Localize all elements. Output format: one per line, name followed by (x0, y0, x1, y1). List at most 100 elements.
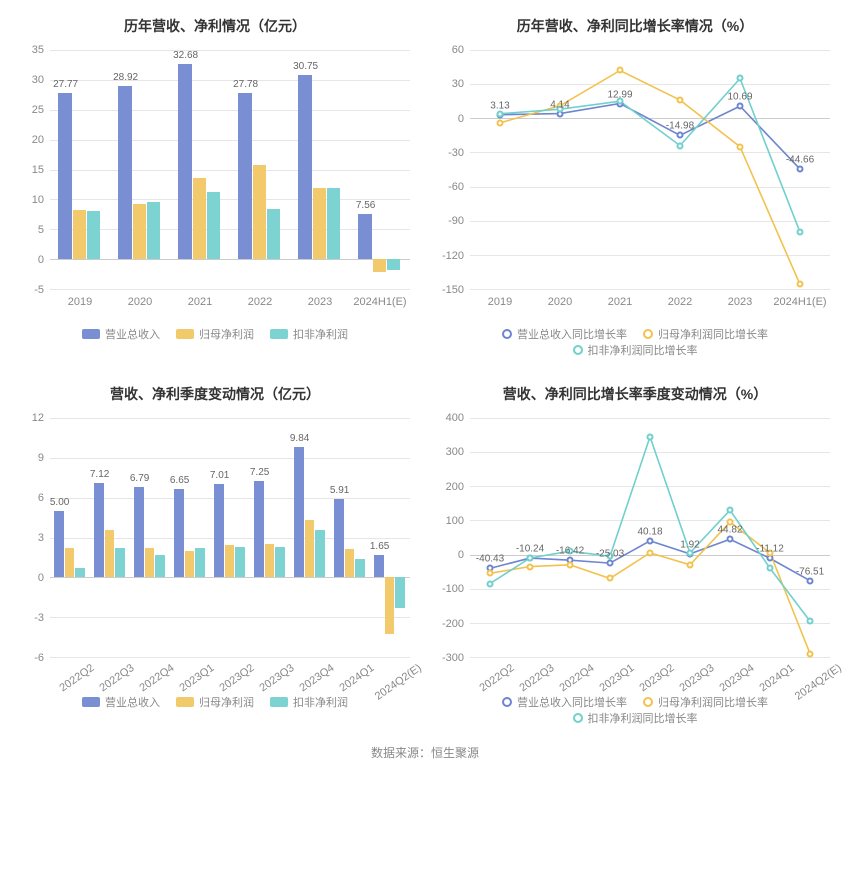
legend-item[interactable]: 扣非净利润 (270, 326, 348, 342)
legend-item[interactable]: 归母净利润 (176, 694, 254, 710)
x-tick: 2022 (668, 296, 692, 308)
y-tick: 12 (10, 412, 44, 424)
series-marker (737, 103, 744, 110)
legend-label: 营业总收入同比增长率 (517, 694, 627, 710)
bar (134, 487, 144, 577)
y-tick: 15 (10, 164, 44, 176)
legend-item[interactable]: 归母净利润同比增长率 (643, 326, 768, 342)
y-tick: -3 (10, 612, 44, 624)
bar (73, 210, 86, 259)
legend-label: 归母净利润同比增长率 (658, 694, 768, 710)
value-label: 3.13 (490, 100, 509, 111)
y-tick: 0 (10, 254, 44, 266)
bar (214, 484, 224, 577)
legend-item[interactable]: 扣非净利润同比增长率 (573, 710, 698, 726)
series-marker (737, 75, 744, 82)
legend-swatch (176, 329, 194, 339)
y-tick: -5 (10, 284, 44, 296)
bar (178, 64, 191, 259)
legend-label: 营业总收入 (105, 326, 160, 342)
x-tick: 2021 (188, 296, 212, 308)
x-tick: 2020 (128, 296, 152, 308)
value-label: 1.92 (680, 540, 699, 551)
value-label: 27.78 (233, 79, 258, 90)
y-tick: -100 (430, 583, 464, 595)
bar (147, 202, 160, 259)
bar (115, 548, 125, 577)
y-tick: 10 (10, 194, 44, 206)
series-marker (767, 565, 774, 572)
bar (87, 211, 100, 259)
value-label: 6.79 (130, 473, 149, 484)
value-label: -11.12 (756, 544, 784, 555)
series-marker (607, 575, 614, 582)
y-tick: -30 (430, 147, 464, 159)
y-tick: 0 (430, 113, 464, 125)
legend-item[interactable]: 扣非净利润 (270, 694, 348, 710)
x-tick: 2020 (548, 296, 572, 308)
legend-item[interactable]: 营业总收入 (82, 326, 160, 342)
bar (374, 555, 384, 577)
bar (58, 93, 71, 259)
legend: 营业总收入归母净利润 扣非净利润 (10, 320, 420, 352)
chart-area: 27.7728.9232.6827.7830.757.5620192020202… (10, 40, 420, 320)
bar (345, 549, 355, 577)
y-tick: 9 (10, 452, 44, 464)
panel-annual-values: 历年营收、净利情况（亿元） 27.7728.9232.6827.7830.757… (10, 10, 420, 368)
series-marker (687, 561, 694, 568)
value-label: 30.75 (293, 61, 318, 72)
value-label: 32.68 (173, 50, 198, 61)
legend-swatch (82, 697, 100, 707)
y-tick: 60 (430, 44, 464, 56)
series-marker (486, 570, 493, 577)
panel-quarter-growth: 营收、净利同比增长率季度变动情况（%） -40.43-10.24-16.42-2… (430, 378, 840, 736)
legend-swatch (502, 329, 512, 339)
value-label: 12.99 (607, 89, 632, 100)
series-marker (797, 166, 804, 173)
x-tick: 2019 (488, 296, 512, 308)
bar (235, 547, 245, 578)
series-marker (807, 577, 814, 584)
bar (373, 259, 386, 272)
legend-item[interactable]: 扣非净利润同比增长率 (573, 342, 698, 358)
bar (105, 530, 115, 578)
legend-item[interactable]: 营业总收入同比增长率 (502, 694, 627, 710)
bar (305, 520, 315, 577)
x-tick: 2024H1(E) (773, 296, 826, 308)
legend-label: 扣非净利润同比增长率 (588, 342, 698, 358)
value-label: 44.82 (717, 525, 742, 536)
value-label: -10.24 (516, 544, 544, 555)
legend-label: 扣非净利润 (293, 326, 348, 342)
bar (327, 188, 340, 259)
x-tick: 2023 (308, 296, 332, 308)
bar (195, 548, 205, 577)
y-tick: 6 (10, 492, 44, 504)
bar (207, 192, 220, 260)
legend-item[interactable]: 归母净利润同比增长率 (643, 694, 768, 710)
series-marker (647, 433, 654, 440)
x-tick: 2024H1(E) (353, 296, 406, 308)
value-label: -44.66 (786, 155, 814, 166)
legend-item[interactable]: 归母净利润 (176, 326, 254, 342)
bar (294, 447, 304, 578)
legend-label: 营业总收入同比增长率 (517, 326, 627, 342)
chart-area: 3.134.1412.99-14.9810.69-44.662019202020… (430, 40, 840, 320)
value-label: 28.92 (113, 72, 138, 83)
series-marker (737, 143, 744, 150)
bar (387, 259, 400, 270)
y-tick: 20 (10, 134, 44, 146)
series-marker (647, 549, 654, 556)
value-label: -25.03 (596, 549, 624, 560)
series-marker (527, 563, 534, 570)
bar (155, 555, 165, 578)
y-tick: -60 (430, 181, 464, 193)
y-tick: -6 (10, 652, 44, 664)
legend-item[interactable]: 营业总收入 (82, 694, 160, 710)
chart-title: 营收、净利同比增长率季度变动情况（%） (430, 378, 840, 408)
panel-annual-growth: 历年营收、净利同比增长率情况（%） 3.134.1412.99-14.9810.… (430, 10, 840, 368)
legend-item[interactable]: 营业总收入同比增长率 (502, 326, 627, 342)
y-tick: -300 (430, 652, 464, 664)
series-marker (797, 281, 804, 288)
panel-quarter-values: 营收、净利季度变动情况（亿元） 5.007.126.796.657.017.25… (10, 378, 420, 736)
series-marker (527, 554, 534, 561)
